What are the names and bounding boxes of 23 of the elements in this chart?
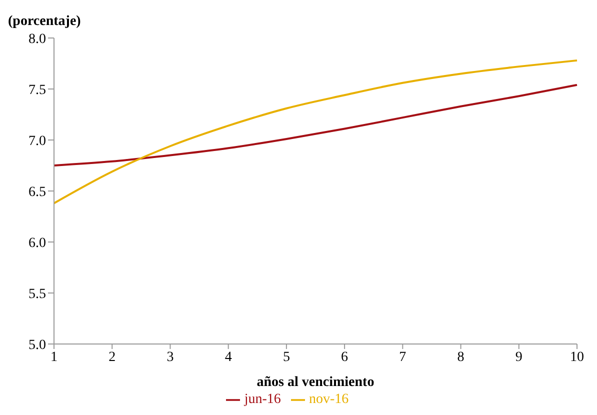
y-tick-label: 6.0 — [28, 236, 46, 251]
legend-label: nov-16 — [308, 392, 349, 407]
line-series — [53, 59, 578, 204]
x-tick-label: 9 — [515, 350, 522, 365]
x-tick-label: 1 — [50, 350, 58, 365]
x-axis-title: años al vencimiento — [256, 375, 374, 390]
y-tick-label: 7.0 — [28, 134, 46, 149]
x-tick-label: 5 — [282, 350, 290, 365]
y-tick-label: 5.0 — [28, 338, 46, 353]
x-tick-label: 3 — [166, 350, 174, 365]
y-tick-label: 6.5 — [28, 184, 46, 200]
x-tick-label: 10 — [570, 350, 584, 365]
y-tick-label: 7.5 — [28, 82, 46, 98]
y-tick-label: 5.5 — [28, 286, 46, 302]
x-tick-label: 6 — [341, 350, 348, 365]
y-axis-title: (porcentaje) — [8, 14, 81, 30]
x-tick-label: 8 — [457, 350, 464, 365]
x-tick-label: 2 — [108, 350, 116, 365]
x-tick-label: 4 — [224, 350, 232, 365]
x-tick-label: 7 — [399, 350, 406, 365]
line-series — [53, 84, 578, 166]
legend-label: jun-16 — [244, 392, 281, 407]
y-tick-label: 8.0 — [28, 32, 46, 47]
